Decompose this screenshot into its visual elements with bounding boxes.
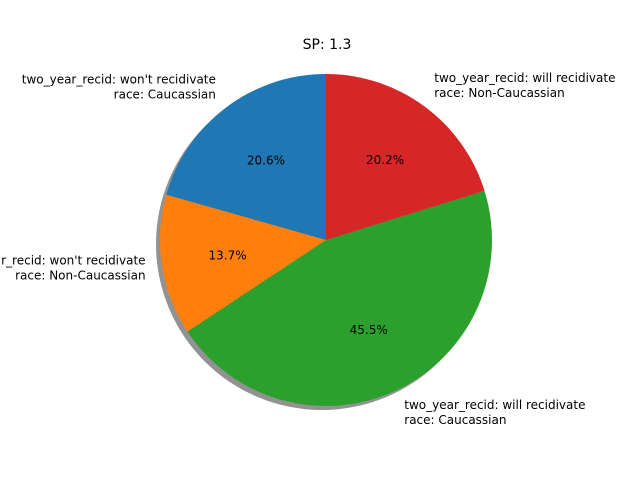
pie-slice-3 (187, 190, 493, 406)
pie-slice-label-1: two_year_recid: won't recidivate race: Ca… (22, 72, 216, 101)
pie-percent-label-1: 20.6% (247, 154, 285, 168)
pie-slice-label-4: two_year_recid: will recidivate race: Non… (434, 71, 615, 100)
pie-percent-labels: 20.6% 13.7% 45.5% 20.2% (209, 153, 405, 337)
pie-slices (160, 74, 493, 406)
pie-percent-label-4: 20.2% (366, 153, 404, 167)
pie-slice-1 (166, 74, 326, 240)
pie-slice-labels: two_year_recid: won't recidivate race: Ca… (0, 71, 615, 427)
pie-slice-2 (160, 194, 326, 332)
pie-percent-label-3: 45.5% (350, 323, 388, 337)
chart-title: SP: 1.3 (303, 37, 352, 53)
pie-percent-label-2: 13.7% (209, 248, 247, 262)
pie-slice-4 (326, 74, 485, 240)
pie-slice-label-3: two_year_recid: will recidivate race: Cau… (404, 398, 585, 427)
